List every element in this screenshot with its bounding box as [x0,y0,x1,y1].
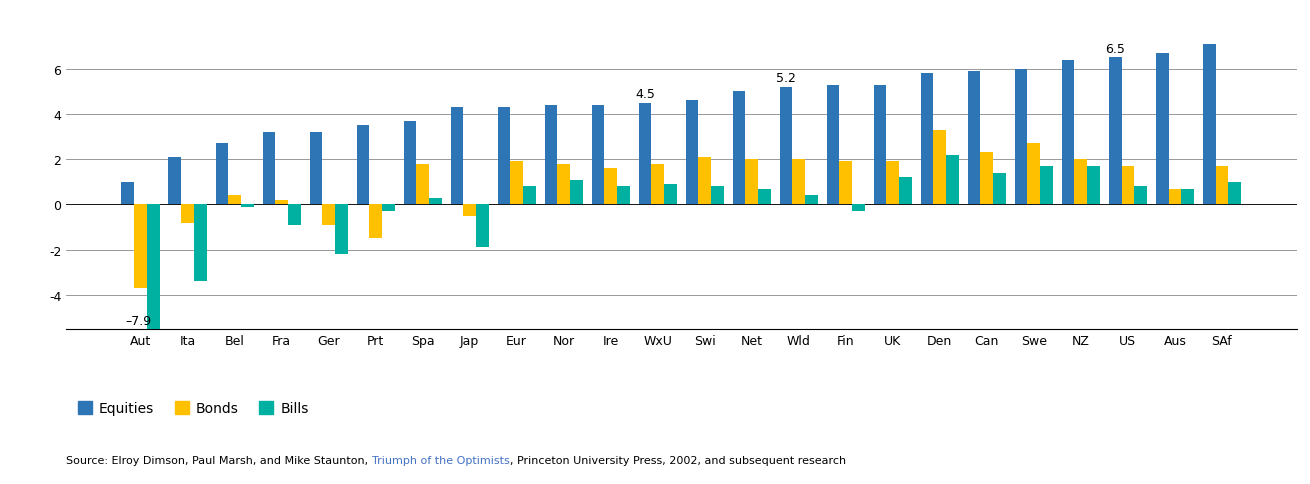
Bar [403,121,417,205]
Bar [592,106,604,205]
Bar [228,196,241,205]
Bar [779,88,793,205]
Bar [664,185,677,205]
Bar [651,165,664,205]
Bar [369,205,383,239]
Text: Source: Elroy Dimson, Paul Marsh, and Mike Staunton,: Source: Elroy Dimson, Paul Marsh, and Mi… [66,454,371,465]
Text: 5.2: 5.2 [776,72,796,85]
Bar [604,169,617,205]
Bar [1155,54,1169,205]
Bar [711,187,723,205]
Bar [698,158,711,205]
Bar [934,131,946,205]
Bar [169,158,181,205]
Bar [322,205,335,226]
Bar [275,200,288,205]
Bar [1062,60,1074,205]
Text: , Princeton University Press, 2002, and subsequent research: , Princeton University Press, 2002, and … [511,454,846,465]
Bar [617,187,630,205]
Bar [1027,144,1040,205]
Legend: Equities, Bonds, Bills: Equities, Bonds, Bills [72,396,314,421]
Bar [511,162,523,205]
Bar [639,104,651,205]
Bar [498,108,511,205]
Bar [980,153,993,205]
Bar [451,108,464,205]
Bar [464,205,476,216]
Bar [417,165,428,205]
Bar [1134,187,1146,205]
Bar [356,126,369,205]
Bar [216,144,228,205]
Bar [523,187,536,205]
Bar [1087,166,1100,205]
Bar [134,205,147,288]
Bar [1182,189,1193,205]
Bar [570,180,583,205]
Bar [194,205,207,282]
Bar [1074,160,1087,205]
Bar [685,101,698,205]
Bar [181,205,194,223]
Bar [1015,70,1027,205]
Bar [793,160,806,205]
Bar [852,205,865,212]
Bar [899,178,912,205]
Bar [874,86,887,205]
Bar [806,196,817,205]
Text: –7.9: –7.9 [124,315,151,328]
Bar [732,92,745,205]
Bar [745,160,758,205]
Bar [288,205,300,226]
Bar [993,173,1006,205]
Bar [335,205,347,255]
Text: 6.5: 6.5 [1106,43,1125,56]
Bar [1203,45,1216,205]
Bar [262,133,275,205]
Bar [968,72,980,205]
Bar [309,133,322,205]
Bar [887,162,899,205]
Bar [827,86,840,205]
Bar [1229,182,1241,205]
Text: Triumph of the Optimists: Triumph of the Optimists [372,454,510,465]
Bar [476,205,489,248]
Bar [557,165,570,205]
Bar [840,162,852,205]
Bar [545,106,557,205]
Bar [428,198,441,205]
Bar [946,155,959,205]
Bar [1169,189,1182,205]
Bar [383,205,394,212]
Bar [122,182,134,205]
Bar [1040,166,1053,205]
Bar [147,205,160,383]
Bar [758,189,770,205]
Bar [1108,59,1121,205]
Text: 4.5: 4.5 [635,88,655,101]
Bar [241,205,254,207]
Bar [1216,166,1229,205]
Bar [1121,166,1134,205]
Bar [921,74,934,205]
